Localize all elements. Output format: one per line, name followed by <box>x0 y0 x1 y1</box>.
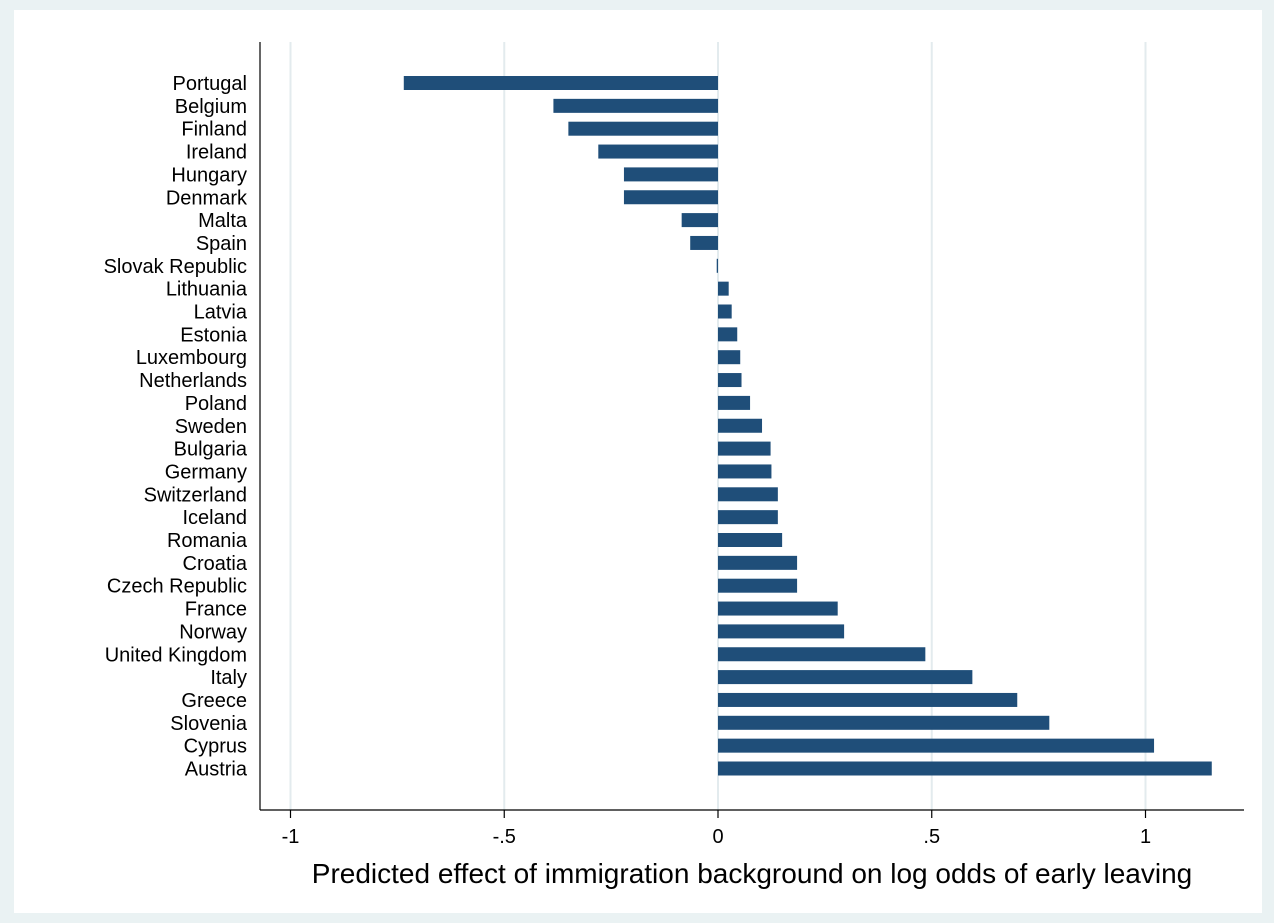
category-label: Spain <box>196 233 247 255</box>
category-label: Finland <box>181 119 247 141</box>
category-label: Croatia <box>183 553 248 575</box>
category-label: Italy <box>210 667 247 689</box>
bar <box>690 235 718 250</box>
category-label: Denmark <box>166 187 248 209</box>
category-label: Portugal <box>173 73 248 95</box>
bar <box>718 624 845 639</box>
category-label: Sweden <box>175 416 247 438</box>
bar <box>718 761 1212 776</box>
bar <box>553 98 718 113</box>
bar <box>718 533 783 547</box>
bar <box>718 692 1018 707</box>
bar <box>718 395 751 410</box>
category-label: Slovenia <box>170 713 248 735</box>
category-label: Poland <box>185 393 247 415</box>
bar <box>718 715 1050 730</box>
category-label: Iceland <box>183 507 248 529</box>
bar <box>623 167 718 182</box>
x-tick-label: -.5 <box>493 826 516 848</box>
category-label: Germany <box>165 461 247 483</box>
category-label: Lithuania <box>166 279 248 301</box>
bar <box>718 555 798 570</box>
category-label: Luxembourg <box>136 347 247 369</box>
x-tick-label: -1 <box>282 826 300 848</box>
category-label: Czech Republic <box>107 576 247 598</box>
bar <box>718 441 771 456</box>
bar <box>716 258 718 273</box>
bar <box>718 304 732 319</box>
bar <box>718 578 798 593</box>
bar <box>718 281 729 296</box>
bar <box>718 373 742 388</box>
bar <box>718 464 772 479</box>
category-label: Slovak Republic <box>104 256 247 278</box>
bar <box>718 510 778 525</box>
bar <box>718 487 778 502</box>
bar <box>403 76 718 90</box>
category-label: Greece <box>181 690 247 712</box>
bar <box>718 670 973 685</box>
category-label: Austria <box>185 759 248 781</box>
category-label: Norway <box>179 621 247 643</box>
category-label: Cyprus <box>184 736 247 758</box>
bar <box>681 213 718 228</box>
bar <box>718 327 738 342</box>
category-label: Ireland <box>186 142 247 164</box>
bar <box>718 601 838 616</box>
category-labels: PortugalBelgiumFinlandIrelandHungaryDenm… <box>104 73 248 781</box>
bar <box>718 350 741 365</box>
category-label: Hungary <box>171 164 247 186</box>
x-tick-label: 1 <box>1140 826 1151 848</box>
category-label: Latvia <box>194 302 248 324</box>
bars <box>403 76 1212 776</box>
category-label: United Kingdom <box>105 644 247 666</box>
x-tick-label: .5 <box>923 826 940 848</box>
bar <box>568 121 718 136</box>
axes <box>259 42 1244 818</box>
bar <box>598 144 718 159</box>
category-label: Estonia <box>180 324 248 346</box>
bar <box>718 418 763 433</box>
x-tick-labels: -1 -.5 0 .5 1 <box>282 826 1151 848</box>
bar <box>718 647 926 662</box>
x-axis-title: Predicted effect of immigration backgrou… <box>312 858 1192 889</box>
category-label: France <box>185 599 247 621</box>
category-label: Malta <box>198 210 248 232</box>
category-label: Bulgaria <box>174 439 248 461</box>
bar <box>623 190 718 205</box>
x-tick-label: 0 <box>712 826 723 848</box>
category-label: Romania <box>167 530 248 552</box>
category-label: Switzerland <box>144 484 247 506</box>
bar <box>718 738 1155 753</box>
category-label: Netherlands <box>139 370 247 392</box>
category-label: Belgium <box>175 96 247 118</box>
